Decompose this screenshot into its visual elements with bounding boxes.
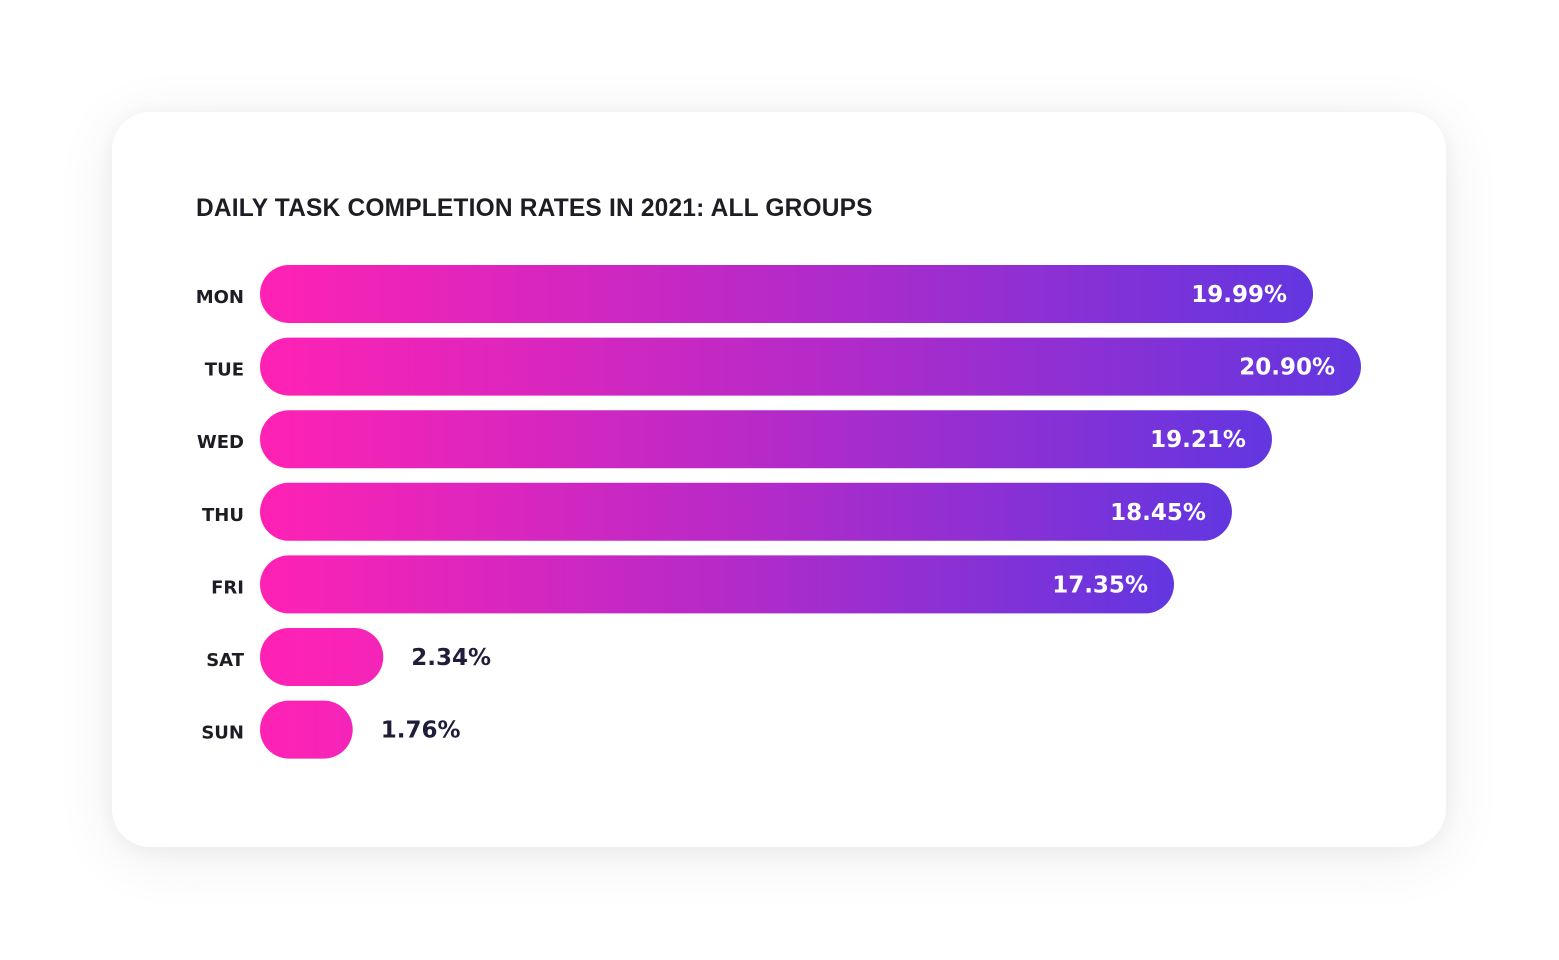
bar-row-fri: FRI 17.35% bbox=[211, 555, 1174, 614]
bar bbox=[260, 628, 384, 686]
data-label: 1.76% bbox=[381, 718, 461, 744]
data-label: 19.99% bbox=[1191, 282, 1287, 308]
data-label: 20.90% bbox=[1239, 355, 1335, 381]
bar bbox=[260, 265, 1314, 323]
bar-row-sat: SAT 2.34% bbox=[206, 628, 491, 686]
bar bbox=[260, 410, 1272, 469]
chart-title: DAILY TASK COMPLETION RATES IN 2021: ALL… bbox=[196, 194, 873, 222]
bar-row-tue: TUE 20.90% bbox=[205, 337, 1361, 396]
category-label: SUN bbox=[201, 723, 244, 744]
bar bbox=[260, 555, 1174, 614]
bar bbox=[260, 700, 353, 759]
data-label: 17.35% bbox=[1052, 572, 1148, 598]
bar bbox=[260, 482, 1232, 541]
category-label: WED bbox=[197, 432, 244, 453]
data-label: 18.45% bbox=[1110, 500, 1206, 526]
category-label: TUE bbox=[205, 360, 244, 381]
bar-row-mon: MON 19.99% bbox=[196, 265, 1314, 323]
data-label: 19.21% bbox=[1150, 427, 1246, 453]
bar-row-thu: THU 18.45% bbox=[202, 482, 1232, 541]
bars-group: MON 19.99% TUE 20.90% WED 19.21% THU 18.45% FRI 1… bbox=[196, 265, 1361, 759]
category-label: THU bbox=[202, 505, 244, 526]
bar-row-wed: WED 19.21% bbox=[197, 410, 1272, 469]
bar-row-sun: SUN 1.76% bbox=[201, 700, 461, 759]
category-label: MON bbox=[196, 287, 244, 308]
category-label: SAT bbox=[206, 650, 244, 671]
category-label: FRI bbox=[211, 577, 244, 598]
data-label: 2.34% bbox=[411, 645, 491, 671]
bar bbox=[260, 337, 1361, 396]
